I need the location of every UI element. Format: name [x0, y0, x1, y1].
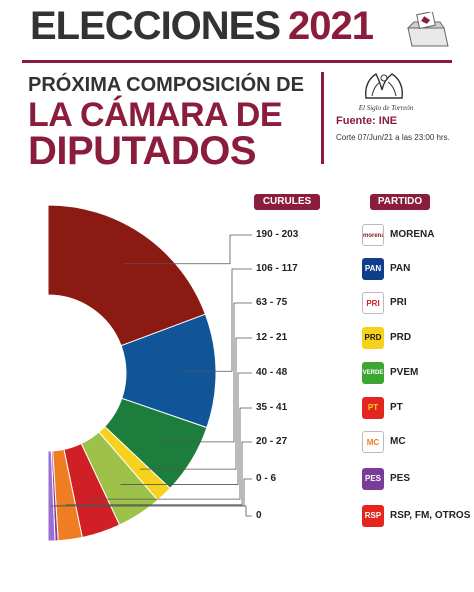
leader-line — [65, 441, 252, 506]
vertical-separator — [321, 72, 324, 164]
mc-logo-icon: MC — [362, 431, 384, 453]
seat-range: 12 - 21 — [256, 332, 288, 343]
pvem-logo-icon: VERDE — [362, 362, 384, 384]
leader-line — [161, 302, 252, 443]
seat-range: 40 - 48 — [256, 367, 288, 378]
slice-morena — [47, 204, 207, 347]
title-year: 2021 — [288, 4, 374, 48]
leader-line — [180, 268, 252, 372]
subtitle-line-2: LA CÁMARA DE — [28, 96, 283, 134]
party-name: PRD — [390, 332, 412, 343]
leader-line — [123, 234, 252, 265]
party-name: PES — [390, 473, 411, 484]
seat-range: 63 - 75 — [256, 297, 288, 308]
source-label: Fuente: INE — [336, 115, 398, 127]
party-name: PT — [390, 402, 403, 413]
pes-logo-icon: PES — [362, 468, 384, 490]
title-word: ELECCIONES — [30, 4, 281, 48]
slice-rsp-fm-otros — [47, 450, 56, 542]
party-name: PRI — [390, 297, 407, 308]
seat-range: 35 - 41 — [256, 402, 288, 413]
page-title: ELECCIONES 2021 — [30, 4, 374, 49]
newspaper-logo-icon — [365, 72, 403, 99]
party-name: MORENA — [390, 229, 435, 240]
rsp-fm-logo-icon: RSP — [362, 505, 384, 527]
morena-logo-icon: morena — [362, 224, 384, 246]
cutoff-label: Corte 07/Jun/21 a las 23:00 hrs. — [336, 133, 450, 142]
subtitle-line-3: DIPUTADOS — [28, 129, 257, 173]
seats-column-header: CURULES — [254, 194, 320, 210]
party-name: PAN — [390, 263, 411, 274]
subtitle-line-1: PRÓXIMA COMPOSICIÓN DE — [28, 74, 304, 96]
seat-range: 106 - 117 — [256, 263, 298, 274]
seat-range: 190 - 203 — [256, 229, 299, 240]
pri-logo-icon: PRI — [362, 292, 384, 314]
leader-line — [50, 505, 252, 517]
header: ELECCIONES 2021 — [0, 0, 474, 58]
leader-line — [90, 407, 252, 500]
seat-range: 20 - 27 — [256, 436, 288, 447]
pt-logo-icon: PT — [362, 397, 384, 419]
header-rule — [22, 60, 452, 63]
party-name: PVEM — [390, 367, 419, 378]
leader-line — [139, 337, 252, 470]
seat-range: 0 — [256, 510, 262, 521]
party-name: MC — [390, 436, 406, 447]
seat-range: 0 - 6 — [256, 473, 277, 484]
ballot-box-icon — [406, 12, 449, 47]
leader-line — [120, 372, 252, 485]
party-name: RSP, FM, OTROS — [390, 510, 471, 521]
newspaper-name: El Siglo de Torreón — [358, 104, 414, 112]
pan-logo-icon: PAN — [362, 258, 384, 280]
prd-logo-icon: PRD — [362, 327, 384, 349]
party-column-header: PARTIDO — [370, 194, 430, 210]
